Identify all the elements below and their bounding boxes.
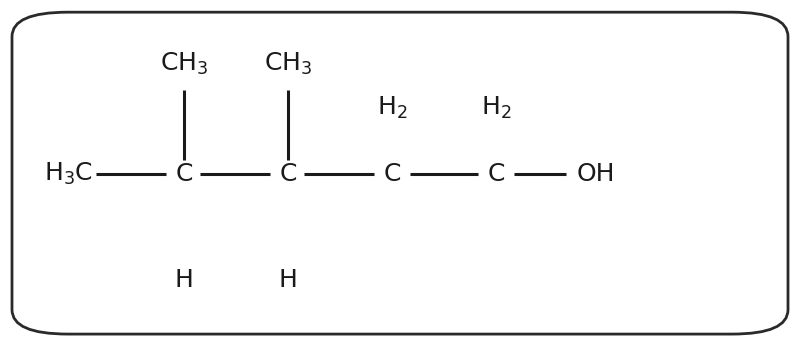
Text: C: C [175, 161, 193, 185]
Text: CH$_3$: CH$_3$ [264, 51, 312, 77]
Text: H$_2$: H$_2$ [377, 95, 407, 121]
Text: H$_3$C: H$_3$C [43, 160, 93, 187]
Text: H$_2$: H$_2$ [481, 95, 511, 121]
Text: C: C [383, 161, 401, 185]
Text: CH$_3$: CH$_3$ [160, 51, 208, 77]
Text: C: C [487, 161, 505, 185]
Text: C: C [279, 161, 297, 185]
Text: H: H [278, 268, 298, 292]
FancyBboxPatch shape [12, 12, 788, 334]
Text: H: H [174, 268, 194, 292]
Text: OH: OH [577, 161, 615, 185]
